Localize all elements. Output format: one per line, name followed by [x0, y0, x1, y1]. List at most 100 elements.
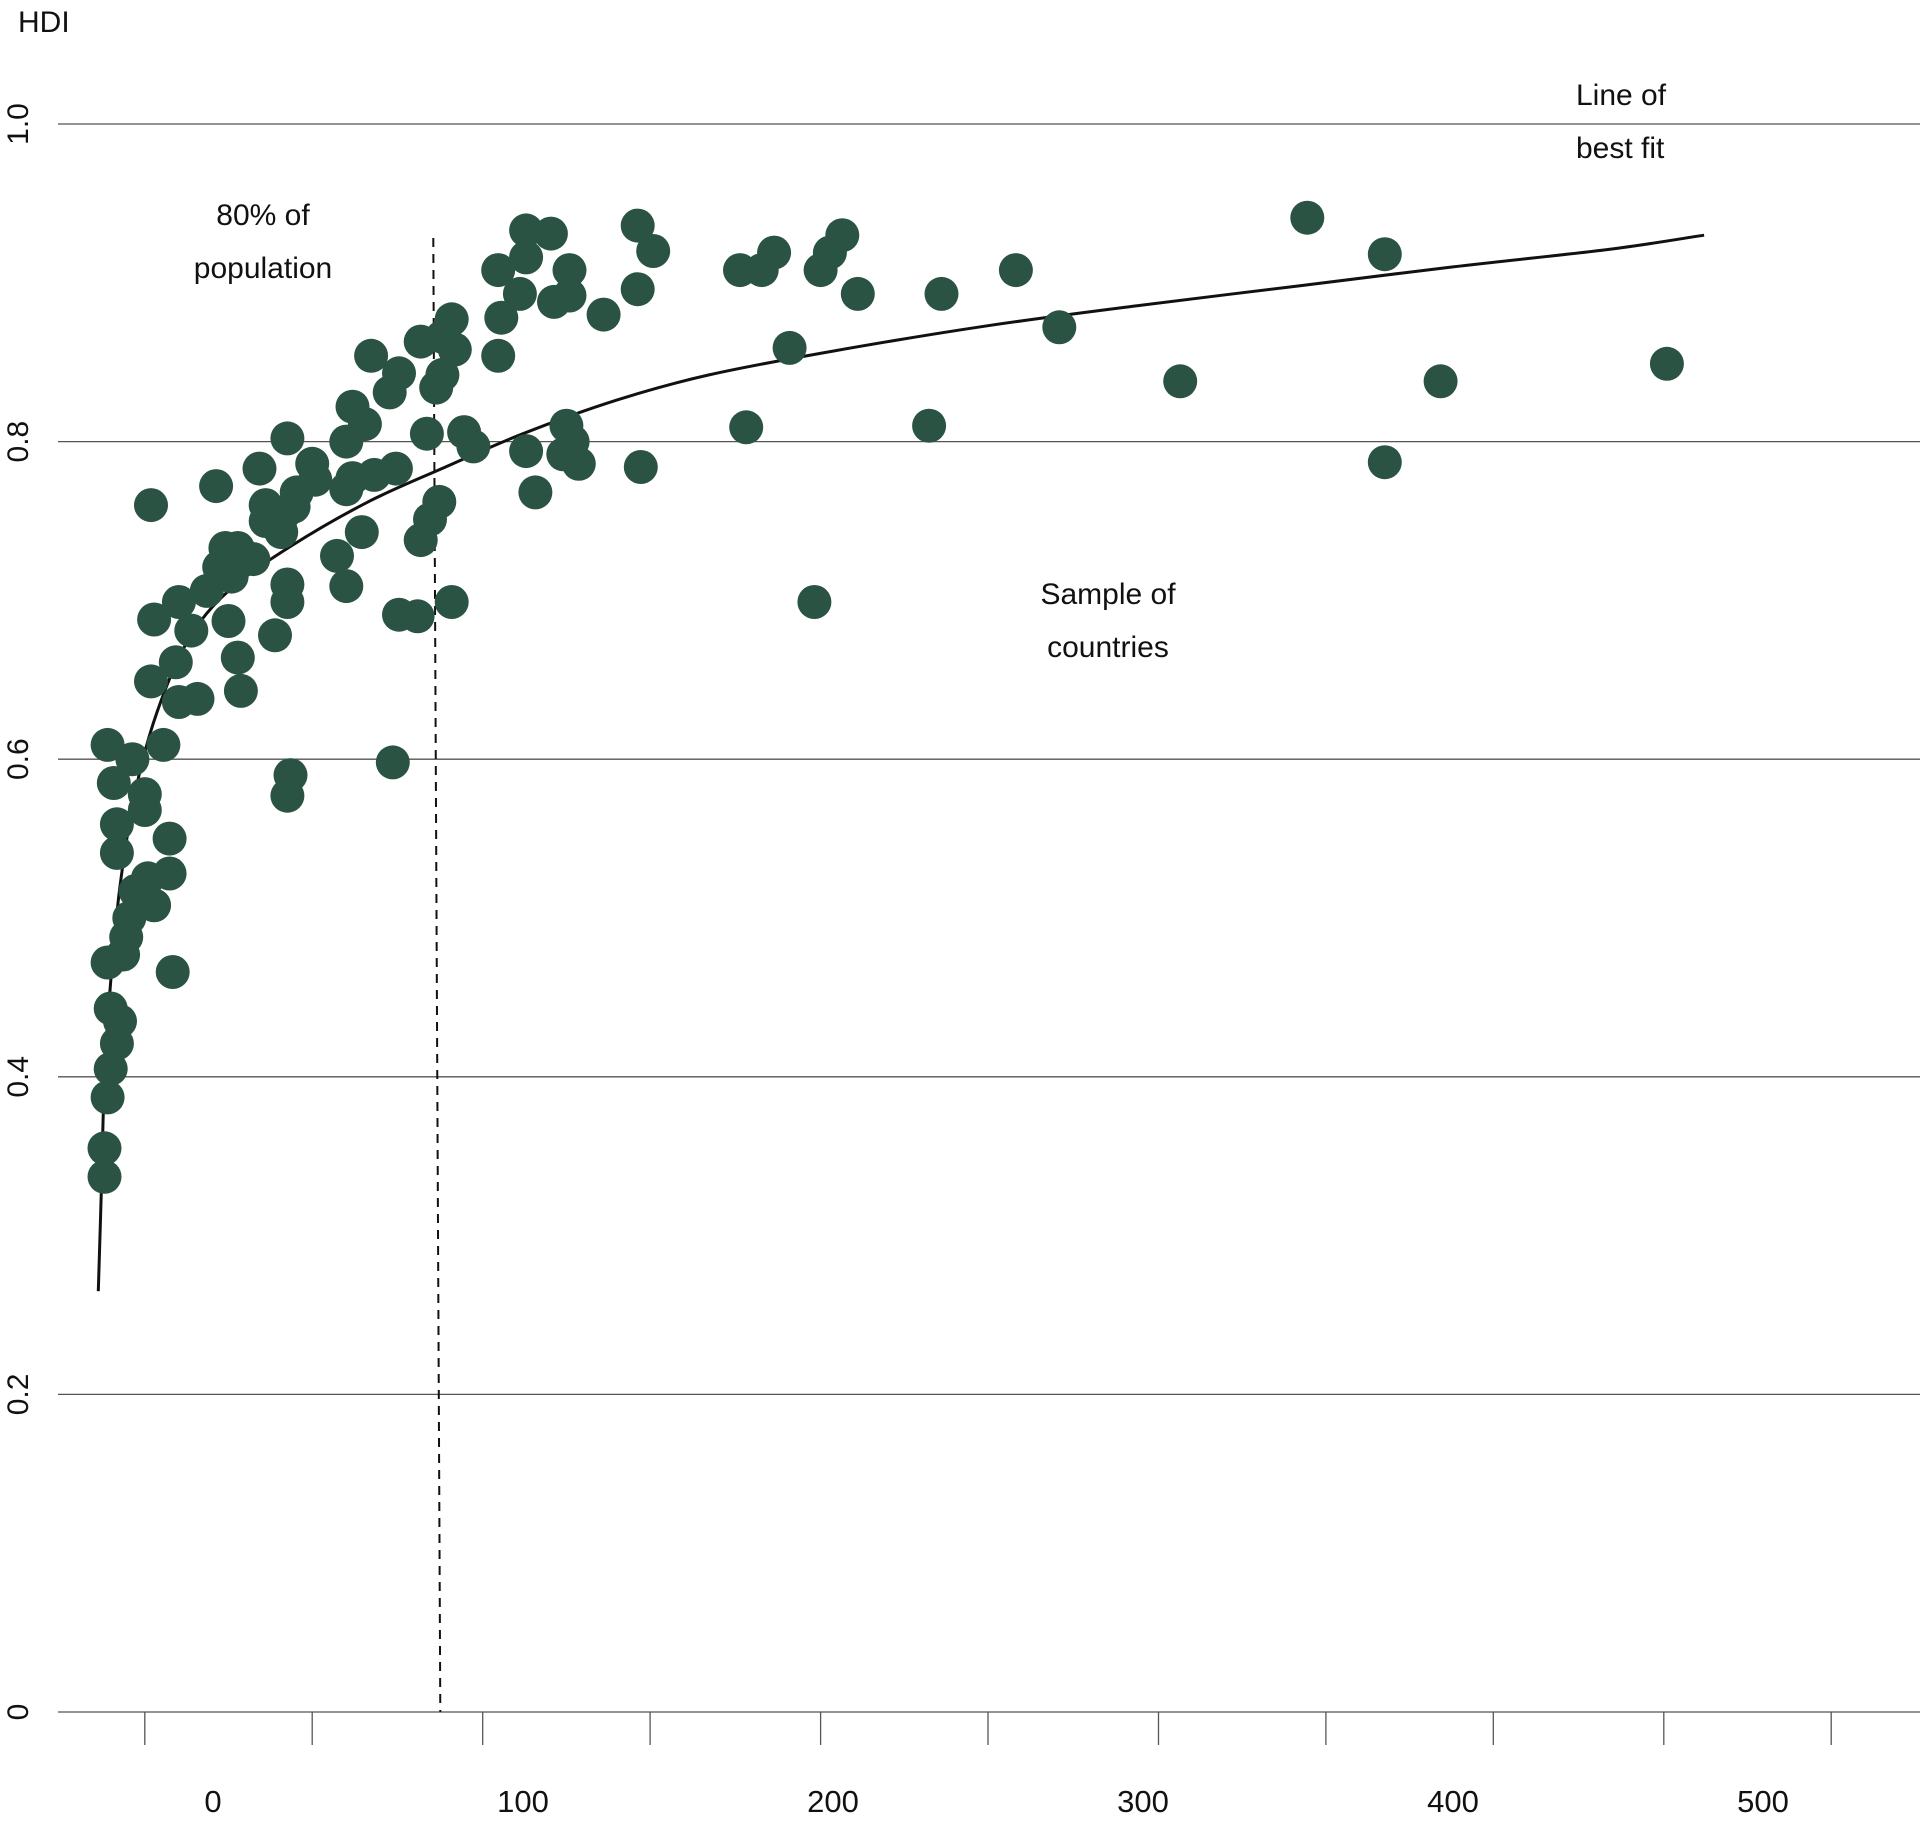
country-point [134, 664, 168, 699]
y-tick-label: 0.4 [2, 1056, 35, 1098]
country-point [434, 302, 469, 337]
country-point [329, 569, 364, 604]
country-point [1290, 200, 1325, 235]
country-point [152, 856, 187, 891]
country-point [400, 599, 435, 634]
country-point [912, 408, 947, 443]
country-point [797, 585, 832, 619]
x-tick-label: 300 [1117, 1784, 1169, 1819]
country-point [620, 208, 655, 243]
country-point [158, 645, 193, 680]
x-tick-label: 500 [1737, 1784, 1789, 1819]
country-point [87, 1159, 122, 1194]
country-point [199, 469, 234, 504]
fit-annotation: Line of best fit [1576, 79, 1667, 165]
y-tick-label: 0.8 [2, 421, 35, 463]
country-point [509, 240, 544, 275]
country-point [180, 681, 215, 716]
country-point [620, 272, 655, 307]
country-point [1367, 237, 1402, 272]
sample-annotation-line-2: countries [1047, 631, 1169, 664]
gridlines [58, 123, 1920, 1713]
country-point [220, 640, 255, 675]
y-tick-label: 0 [2, 1704, 35, 1721]
population-annotation-line-2: population [194, 252, 332, 285]
country-point [146, 727, 181, 762]
y-tick-label: 1.0 [2, 103, 35, 145]
country-point [99, 835, 134, 870]
country-point [174, 613, 209, 648]
x-tick-label: 0 [204, 1784, 221, 1819]
country-point [236, 542, 271, 577]
y-tick-labels: 0 0.2 0.4 0.6 0.8 1.0 [2, 103, 35, 1720]
population-annotation: 80% of population [194, 199, 332, 285]
country-point [375, 745, 410, 780]
country-point [623, 450, 658, 484]
country-point [1649, 346, 1684, 381]
x-axis-ticks: 0 100 200 300 400 500 [144, 1712, 1832, 1819]
country-point [437, 332, 472, 367]
country-point [211, 604, 246, 638]
country-point [772, 330, 807, 365]
country-point [161, 585, 196, 619]
country-point [90, 727, 125, 762]
x-tick-label: 400 [1427, 1784, 1479, 1819]
country-point [481, 338, 516, 373]
country-point [425, 357, 460, 392]
country-point [155, 955, 190, 989]
country-point [586, 297, 621, 332]
country-point [134, 488, 168, 523]
country-point [270, 778, 305, 813]
country-point [729, 410, 764, 445]
country-point [422, 484, 457, 519]
country-point [409, 416, 444, 451]
country-point [1367, 445, 1402, 480]
population-80-reference-line [432, 237, 442, 1713]
country-point [115, 742, 150, 777]
country-point [840, 276, 875, 311]
country-points [87, 200, 1684, 1194]
country-point [825, 218, 860, 253]
country-point [484, 300, 519, 335]
country-point [518, 475, 553, 510]
country-point [924, 276, 959, 311]
country-point [137, 888, 172, 923]
country-point [354, 338, 389, 373]
country-point [378, 451, 413, 486]
country-point [137, 602, 172, 637]
country-point [1423, 364, 1458, 399]
country-point [552, 253, 587, 288]
country-point [320, 538, 354, 573]
best-fit-line [96, 233, 1705, 1292]
country-point [723, 253, 757, 288]
country-point [1042, 310, 1077, 345]
x-tick-label: 200 [807, 1784, 859, 1819]
country-point [481, 253, 516, 288]
country-point [636, 234, 671, 268]
country-point [242, 451, 277, 486]
country-point [757, 235, 792, 270]
country-point [552, 278, 587, 313]
country-point [127, 777, 162, 812]
fit-annotation-line-1: Line of [1576, 79, 1667, 112]
country-point [99, 807, 134, 842]
y-tick-label: 0.6 [2, 738, 35, 780]
country-point [1163, 364, 1198, 399]
country-point [502, 276, 537, 311]
country-point [509, 434, 544, 469]
country-point [998, 253, 1033, 288]
country-point [93, 1051, 128, 1086]
country-point [270, 421, 305, 456]
country-point [96, 766, 131, 800]
x-tick-label: 100 [497, 1784, 549, 1819]
country-point [561, 446, 596, 481]
country-point [223, 673, 258, 708]
sample-annotation: Sample of countries [1040, 578, 1176, 664]
country-point [90, 1080, 125, 1115]
country-point [344, 515, 379, 550]
population-annotation-line-1: 80% of [216, 199, 310, 232]
country-point [270, 585, 305, 619]
country-point [103, 1004, 137, 1039]
country-point [509, 213, 544, 248]
